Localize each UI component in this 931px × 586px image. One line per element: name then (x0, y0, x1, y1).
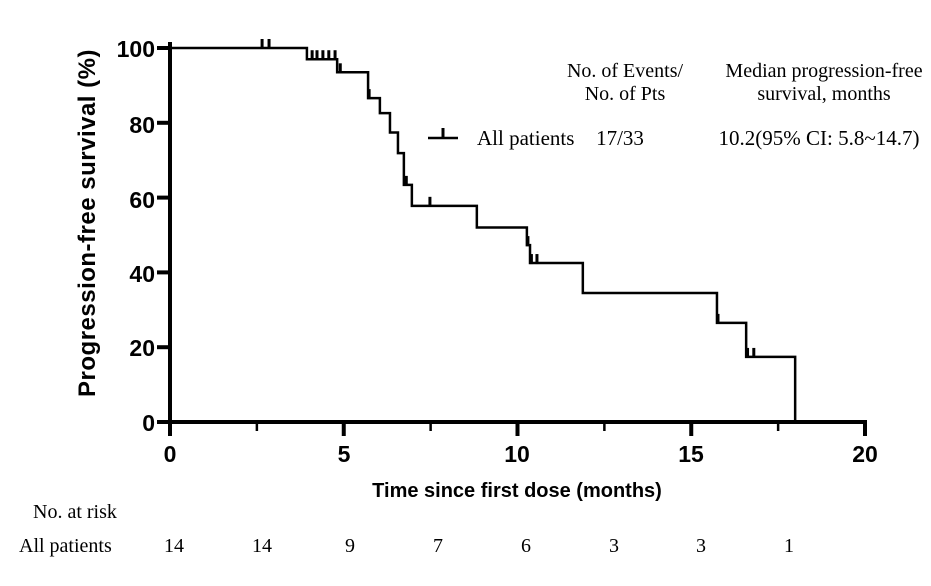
y-tick-label-60: 60 (129, 187, 155, 213)
legend-series-label: All patients (477, 126, 575, 150)
x-tick-label-10: 10 (504, 441, 530, 467)
risk-table-row-label: All patients (19, 535, 112, 557)
x-tick-label-20: 20 (852, 441, 878, 467)
x-tick-label-15: 15 (678, 441, 704, 467)
y-tick-label-40: 40 (129, 261, 155, 287)
y-tick-label-20: 20 (129, 335, 155, 361)
events-header-line2: No. of Pts (584, 83, 666, 105)
risk-table-title: No. at risk (33, 501, 117, 523)
events-value: 17/33 (596, 126, 644, 150)
risk-value-t17-5: 1 (784, 535, 794, 557)
y-tick-label-100: 100 (116, 36, 155, 62)
median-value: 10.2(95% CI: 5.8~14.7) (718, 126, 920, 150)
risk-value-t2-5: 14 (252, 535, 272, 557)
risk-value-t5: 9 (345, 535, 355, 557)
risk-value-t0: 14 (164, 535, 184, 557)
median-column-header: Median progression-free survival, months (693, 60, 931, 106)
risk-value-t7-5: 7 (433, 535, 443, 557)
events-header-line1: No. of Events/ (566, 60, 684, 82)
median-header-line2: survival, months (757, 83, 891, 105)
y-tick-label-0: 0 (142, 410, 155, 436)
risk-value-t12-5: 3 (609, 535, 619, 557)
risk-value-t10: 6 (521, 535, 531, 557)
y-tick-label-80: 80 (129, 112, 155, 138)
x-tick-label-5: 5 (337, 441, 351, 467)
events-column-header: No. of Events/ No. of Pts (525, 60, 725, 106)
median-header-line1: Median progression-free (725, 60, 923, 82)
x-axis-title: Time since first dose (months) (372, 480, 662, 502)
x-tick-label-0: 0 (163, 441, 177, 467)
risk-value-t15: 3 (696, 535, 706, 557)
